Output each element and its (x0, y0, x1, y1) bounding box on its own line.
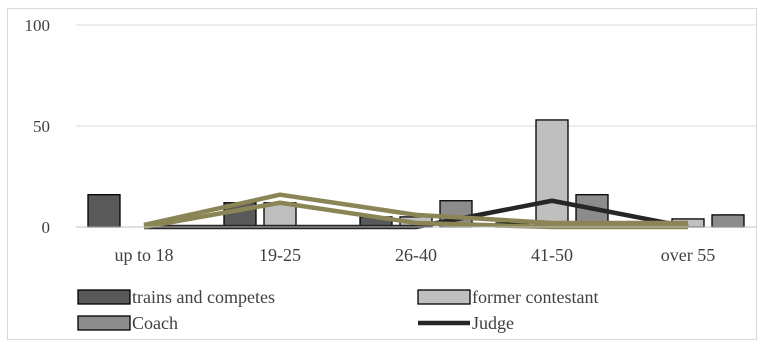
legend-swatch (77, 315, 131, 331)
y-tick-label: 50 (33, 117, 50, 136)
y-axis: 0 50 100 (25, 16, 51, 237)
y-tick-label: 0 (42, 218, 51, 237)
legend: trains and competes former contestant Coac… (77, 287, 598, 333)
y-tick-label: 100 (25, 16, 51, 35)
legend-swatch (417, 289, 471, 305)
bar (87, 194, 121, 228)
legend-label: Coach (132, 313, 178, 333)
legend-label: former contestant (472, 287, 598, 307)
x-tick-label: 19-25 (259, 245, 301, 265)
gridlines (76, 24, 756, 228)
x-tick-label: 41-50 (531, 245, 573, 265)
chart: 0 50 100 up to 18 19-25 26-40 41-50 over 55 tr… (25, 16, 756, 333)
bar (535, 119, 569, 228)
bar (711, 214, 745, 228)
x-tick-label: over 55 (661, 245, 715, 265)
x-tick-label: up to 18 (114, 245, 173, 265)
series-line (143, 192, 688, 228)
legend-label: trains and competes (132, 287, 275, 307)
chart-frame: 0 50 100 up to 18 19-25 26-40 41-50 over 55 tr… (7, 8, 757, 340)
legend-label: Judge (472, 313, 514, 333)
bars (87, 119, 745, 228)
bar (263, 202, 297, 228)
x-tick-label: 26-40 (395, 245, 437, 265)
x-axis: up to 18 19-25 26-40 41-50 over 55 (76, 226, 756, 265)
legend-swatch (77, 289, 131, 305)
